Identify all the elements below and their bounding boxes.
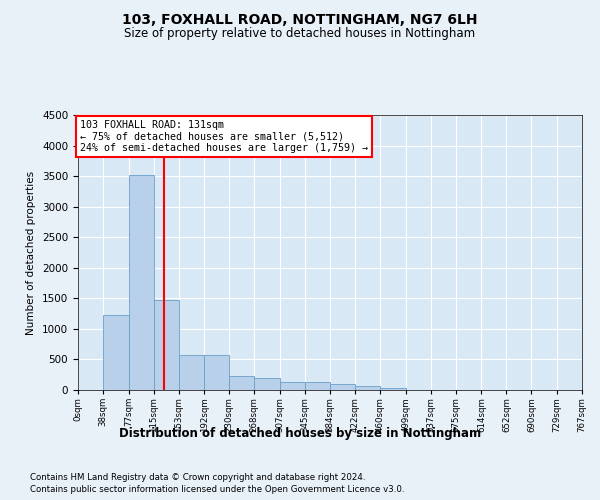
Bar <box>229 376 254 390</box>
Bar <box>355 386 380 390</box>
Text: Size of property relative to detached houses in Nottingham: Size of property relative to detached ho… <box>124 28 476 40</box>
Y-axis label: Number of detached properties: Number of detached properties <box>26 170 37 334</box>
Bar <box>254 378 280 390</box>
Bar <box>128 176 154 390</box>
Bar <box>305 382 331 390</box>
Text: 103 FOXHALL ROAD: 131sqm
← 75% of detached houses are smaller (5,512)
24% of sem: 103 FOXHALL ROAD: 131sqm ← 75% of detach… <box>80 120 368 153</box>
Bar <box>380 388 406 390</box>
Text: 103, FOXHALL ROAD, NOTTINGHAM, NG7 6LH: 103, FOXHALL ROAD, NOTTINGHAM, NG7 6LH <box>122 12 478 26</box>
Bar <box>154 300 179 390</box>
Bar <box>331 384 355 390</box>
Text: Distribution of detached houses by size in Nottingham: Distribution of detached houses by size … <box>119 428 481 440</box>
Text: Contains HM Land Registry data © Crown copyright and database right 2024.: Contains HM Land Registry data © Crown c… <box>30 472 365 482</box>
Bar <box>179 355 204 390</box>
Bar <box>103 315 128 390</box>
Bar <box>204 355 229 390</box>
Bar <box>280 382 305 390</box>
Text: Contains public sector information licensed under the Open Government Licence v3: Contains public sector information licen… <box>30 485 404 494</box>
